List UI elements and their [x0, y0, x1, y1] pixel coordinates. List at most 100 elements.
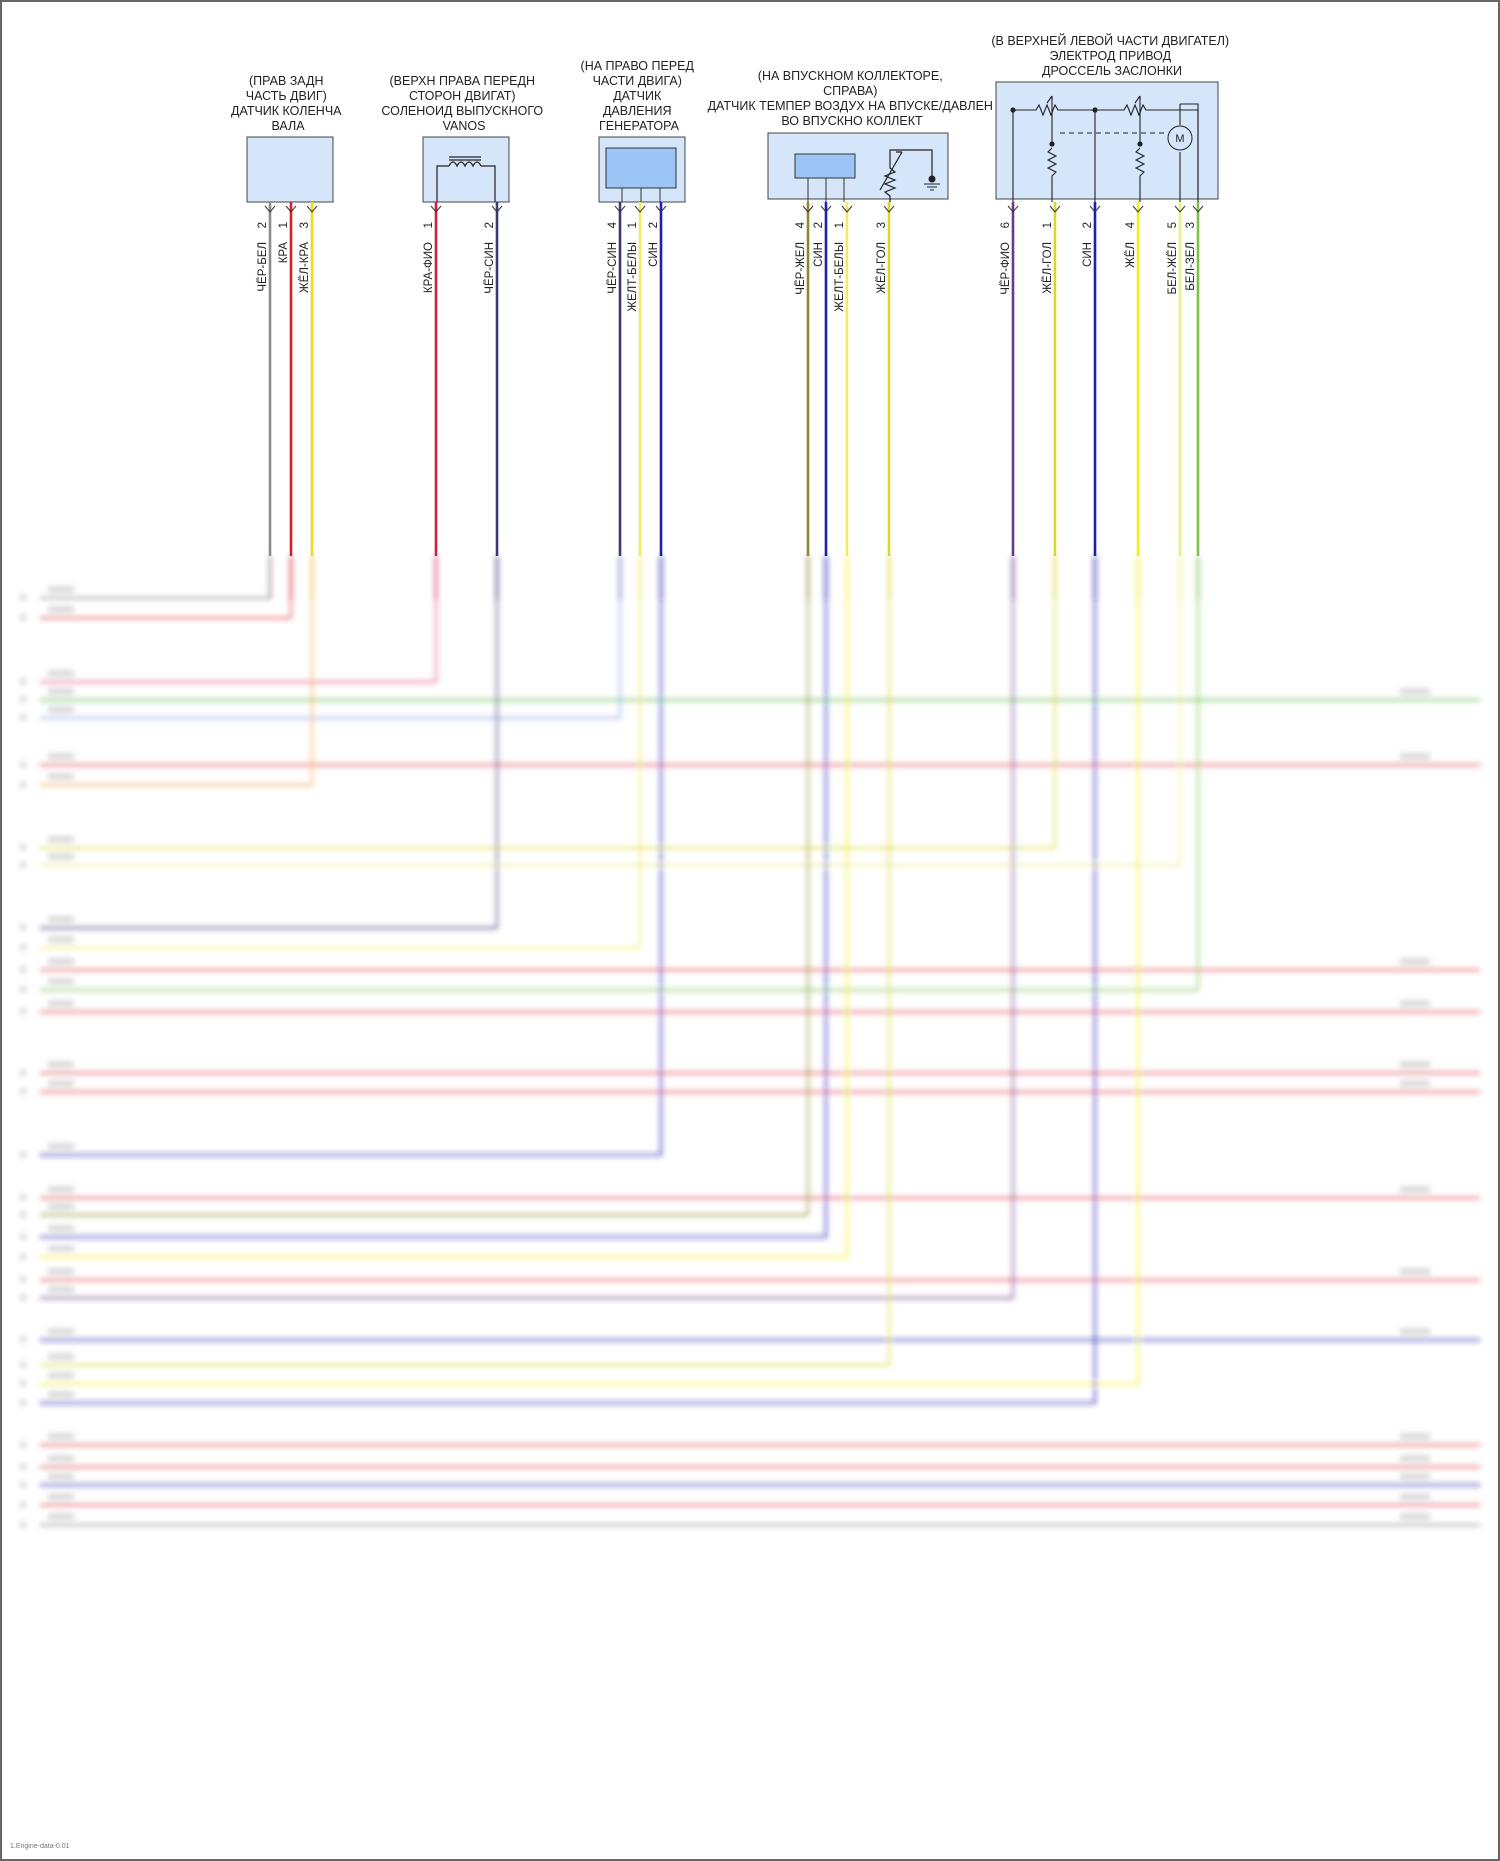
obscured-tag — [20, 986, 26, 993]
obscured-tag — [48, 1372, 74, 1379]
obscured-tag — [1400, 1268, 1430, 1275]
pin-number: 4 — [607, 221, 619, 228]
obscured-tag — [20, 1336, 26, 1343]
obscured-tag — [20, 614, 26, 621]
obscured-tag — [1400, 753, 1430, 760]
wire-color-label: ЖЁЛ-ГОЛ — [876, 242, 888, 294]
ground-icon — [924, 175, 940, 191]
crank-sensor-box — [246, 136, 334, 203]
obscured-tag — [20, 1069, 26, 1076]
obscured-tag — [20, 1276, 26, 1283]
obscured-tag — [20, 1380, 26, 1387]
map-sensor-leads — [807, 178, 845, 202]
obscured-tag — [20, 1294, 26, 1301]
motor-icon — [1167, 125, 1193, 151]
vanos-solenoid-box — [422, 136, 510, 203]
connector-terminal — [820, 205, 832, 213]
wire-color-label: КРА — [278, 242, 290, 264]
connector-terminal — [264, 205, 276, 213]
obscured-tag — [48, 1473, 74, 1480]
connector-terminal — [1132, 205, 1144, 213]
obscured-tag — [1400, 1186, 1430, 1193]
pin-number: 2 — [257, 222, 269, 228]
pin-labels: 2 ЧЁР-БЕЛ 1 КРА 3 ЖЁЛ-КРА 1 КРА-ФИО 2 ЧЁР-СИН 4 ЧЁР… — [257, 221, 1197, 311]
obscured-tag — [48, 958, 74, 965]
pin-number: 4 — [1125, 221, 1137, 228]
obscured-tag — [20, 1211, 26, 1218]
pin-number: 1 — [278, 222, 290, 228]
wire-color-label: БЕЛ-ЖЁЛ — [1167, 242, 1179, 294]
throttle-potentiometers — [1012, 95, 1199, 202]
obscured-tag — [20, 1151, 26, 1158]
wire-color-label: ЧЁР-ЖЕЛ — [795, 242, 807, 295]
obscured-tag — [20, 678, 26, 685]
obscured-tag — [48, 670, 74, 677]
map-sensor-label: (НА ВПУСКНОМ КОЛЛЕКТОРЕ, СПРАВА) ДАТЧИК … — [708, 69, 997, 128]
obscured-tag — [48, 1328, 74, 1335]
pin-number: 2 — [648, 222, 660, 228]
obscured-tag — [20, 944, 26, 951]
obscured-tag — [20, 924, 26, 931]
solenoid-coil-icon — [436, 156, 496, 202]
pin-number: 3 — [876, 222, 888, 228]
obscured-tag — [20, 1233, 26, 1240]
obscured-tag — [48, 1513, 74, 1520]
obscured-tag — [1400, 688, 1430, 695]
obscured-tag — [48, 1061, 74, 1068]
obscured-tag — [48, 1493, 74, 1500]
connector-terminal — [285, 205, 297, 213]
throttle-actuator-label: (В ВЕРХНЕЙ ЛЕВОЙ ЧАСТИ ДВИГАТЕЛ) ЭЛЕКТРО… — [991, 33, 1232, 78]
connector-terminal — [634, 205, 646, 213]
obscured-tag — [20, 594, 26, 601]
pin-number: 3 — [299, 222, 311, 228]
wire-color-label: ЧЁР-СИН — [607, 242, 619, 294]
obscured-tag — [20, 1088, 26, 1095]
pin-number: 6 — [1000, 222, 1012, 228]
crank-sensor-label: (ПРАВ ЗАДН ЧАСТЬ ДВИГ) ДАТЧИК КОЛЕНЧА ВА… — [231, 74, 345, 133]
obscured-tag — [20, 1481, 26, 1488]
junction-dots — [1010, 107, 1143, 147]
obscured-tag — [48, 1225, 74, 1232]
obscured-tag — [20, 1361, 26, 1368]
page-footer: 1.Engine-data-0.01 — [10, 1843, 70, 1850]
obscured-tag — [1400, 1455, 1430, 1462]
thermistor-icon — [879, 149, 933, 202]
connector-terminal — [614, 205, 626, 213]
obscured-tag — [20, 1521, 26, 1528]
wire-color-label: ЖЁЛ-ГОЛ — [1042, 242, 1054, 294]
connector-terminal — [802, 205, 814, 213]
obscured-tag — [48, 916, 74, 923]
obscured-tag — [20, 966, 26, 973]
obscured-tag — [1400, 1473, 1430, 1480]
obscured-tag — [48, 1245, 74, 1252]
wire-color-label: СИН — [1082, 242, 1094, 267]
obscured-tag — [48, 1455, 74, 1462]
wire-color-label: ЧЁР-СИН — [484, 242, 496, 294]
pressure-sensor-label: (НА ПРАВО ПЕРЕД ЧАСТИ ДВИГА) ДАТЧИК ДАВЛ… — [581, 59, 698, 133]
obscured-tag — [20, 696, 26, 703]
vanos-solenoid-label: (ВЕРХН ПРАВА ПЕРЕДН СТОРОН ДВИГАТ) СОЛЕН… — [381, 74, 546, 133]
obscured-tag — [48, 606, 74, 613]
obscured-tag — [48, 1203, 74, 1210]
obscured-tag — [48, 1000, 74, 1007]
connector-terminal — [1007, 205, 1019, 213]
obscured-tag — [48, 1391, 74, 1398]
wire-color-label: ЧЁР-ФИО — [1000, 242, 1012, 295]
obscured-tag — [48, 688, 74, 695]
obscured-tag — [48, 1286, 74, 1293]
obscured-tag — [1400, 1493, 1430, 1500]
obscured-tag — [48, 1433, 74, 1440]
obscured-tag — [20, 1194, 26, 1201]
obscured-tag — [20, 1441, 26, 1448]
motor-symbol-label: M — [1175, 133, 1184, 145]
pin-number: 1 — [627, 222, 639, 228]
obscured-tag — [48, 586, 74, 593]
obscured-tag — [20, 861, 26, 868]
wire-color-label: СИН — [813, 242, 825, 267]
obscured-tag — [48, 978, 74, 985]
obscured-tag — [48, 836, 74, 843]
map-sensor-module — [794, 153, 856, 179]
obscured-tag — [1400, 1513, 1430, 1520]
